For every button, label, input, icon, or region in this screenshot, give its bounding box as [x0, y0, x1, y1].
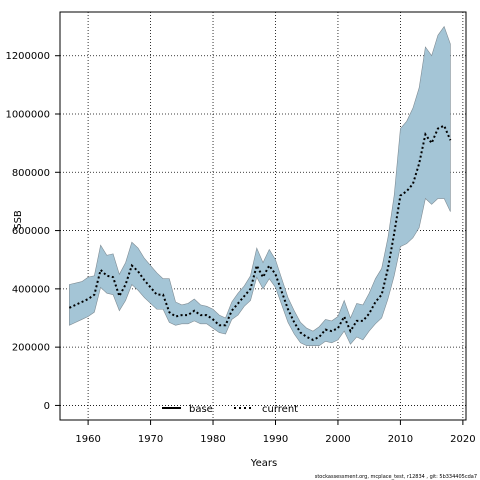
y-tick-label: 800000 — [12, 168, 50, 179]
confidence-band — [69, 25, 451, 346]
y-axis-label: SSB — [13, 210, 24, 230]
legend-current-label: current — [262, 404, 298, 415]
legend-base-label: base — [189, 404, 213, 415]
footer-credit: stockassessment.org, mcplace_test, r1283… — [315, 474, 477, 480]
grid-layer — [60, 12, 466, 420]
y-tick-label: 1200000 — [5, 51, 50, 62]
x-tick-label: 1970 — [138, 434, 163, 445]
y-tick-label: 0 — [44, 401, 50, 412]
x-tick-label: 1990 — [263, 434, 288, 445]
series-line-layer — [68, 124, 452, 341]
x-tick-label: 2010 — [388, 434, 413, 445]
confidence-band-layer — [69, 25, 451, 346]
x-tick-label: 2000 — [325, 434, 350, 445]
y-tick-label: 1000000 — [5, 110, 50, 121]
plot-frame — [59, 11, 467, 421]
x-tick-label: 2020 — [450, 434, 475, 445]
legend: base current — [162, 404, 298, 415]
x-tick-label: 1980 — [200, 434, 225, 445]
y-axis-ticks: 0 200000 400000 600000 800000 1000000 1200000 — [5, 51, 60, 412]
series-line-current — [68, 124, 452, 341]
x-axis-label: Years — [250, 458, 277, 469]
x-axis-ticks: 1960 1970 1980 1990 2000 2010 2020 — [75, 420, 476, 445]
y-tick-label: 200000 — [12, 343, 50, 354]
x-tick-label: 1960 — [75, 434, 100, 445]
y-tick-label: 600000 — [12, 226, 50, 237]
y-tick-label: 400000 — [12, 284, 50, 295]
